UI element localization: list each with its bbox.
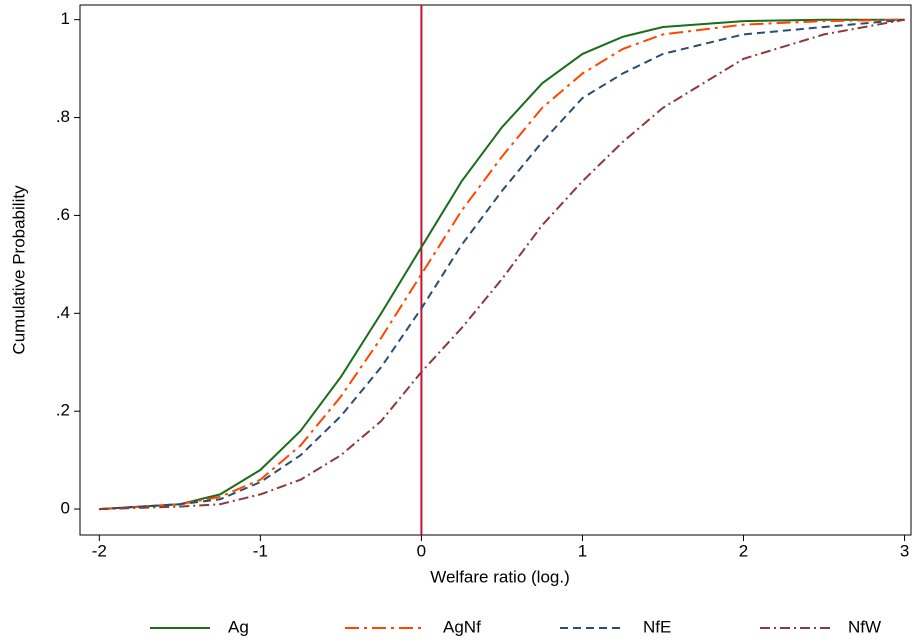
y-tick-label: .6 — [56, 205, 70, 224]
legend-label: NfW — [848, 617, 881, 636]
series-line — [99, 18, 905, 511]
y-tick-label: .2 — [56, 401, 70, 420]
x-tick-label: -2 — [92, 541, 107, 560]
x-tick-label: 0 — [417, 541, 426, 560]
plot-frame — [79, 4, 912, 536]
y-tick-label: .8 — [56, 107, 70, 126]
y-tick-label: .4 — [56, 303, 70, 322]
x-tick-label: 2 — [739, 541, 748, 560]
y-axis-label: Cumulative Probability — [9, 185, 28, 355]
series-line — [99, 18, 905, 511]
x-tick-label: 3 — [900, 541, 909, 560]
x-tick-label: -1 — [253, 541, 268, 560]
y-tick-label: 1 — [61, 9, 70, 28]
series-line — [99, 18, 905, 511]
legend-label: AgNf — [443, 617, 481, 636]
legend-label: NfE — [643, 617, 671, 636]
x-axis-label: Welfare ratio (log.) — [430, 567, 570, 586]
y-tick-label: 0 — [61, 499, 70, 518]
x-tick-label: 1 — [578, 541, 587, 560]
legend-label: Ag — [228, 617, 249, 636]
series-line — [99, 18, 905, 511]
